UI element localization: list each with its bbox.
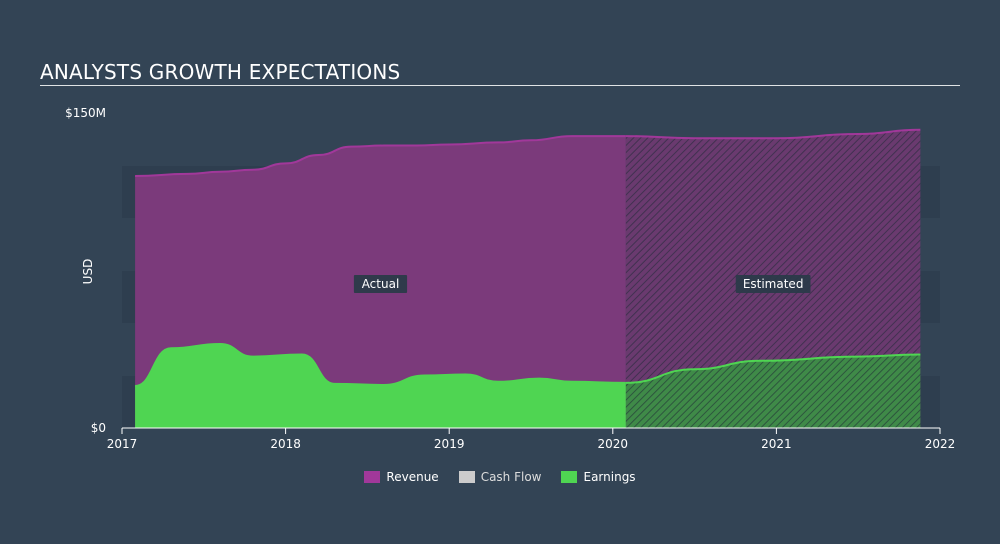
earnings-estimated-hatch [625, 354, 921, 428]
estimated-label-bg [735, 275, 811, 293]
x-tick-label-2019: 2019 [434, 437, 465, 451]
x-tick-label-2021: 2021 [761, 437, 792, 451]
x-tick-label-2017: 2017 [107, 437, 138, 451]
legend-label-cash-flow: Cash Flow [480, 470, 542, 484]
legend-item-earnings[interactable]: Earnings [561, 470, 636, 484]
x-tick-label-2022: 2022 [925, 437, 956, 451]
y-tick-label-max: $150M [65, 106, 106, 120]
chart-title: ANALYSTS GROWTH EXPECTATIONS [40, 60, 401, 84]
earnings-actual-area [135, 344, 626, 428]
title-divider [40, 85, 960, 86]
estimated-label-text: Estimated [743, 277, 804, 291]
earnings-actual-line [134, 342, 626, 387]
legend-item-revenue[interactable]: Revenue [364, 470, 439, 484]
earnings-estimated-line [625, 353, 921, 384]
actual-label: Actual [353, 275, 408, 293]
x-tick-label-2018: 2018 [270, 437, 301, 451]
chart-legend: Revenue Cash Flow Earnings [0, 470, 1000, 484]
actual-label-text: Actual [362, 277, 400, 291]
y-axis-label: USD [81, 259, 95, 285]
revenue-estimated-line [625, 128, 921, 140]
legend-item-cash-flow[interactable]: Cash Flow [458, 470, 542, 484]
y-tick-label-0: $0 [91, 421, 106, 435]
revenue-actual-line [135, 135, 626, 177]
actual-label-bg [353, 275, 408, 293]
legend-label-earnings: Earnings [583, 470, 636, 484]
legend-swatch-earnings [561, 471, 578, 483]
legend-swatch-cash-flow [458, 471, 475, 483]
estimated-label: Estimated [735, 275, 811, 293]
legend-swatch-revenue [364, 471, 381, 483]
x-tick-label-2020: 2020 [598, 437, 629, 451]
legend-label-revenue: Revenue [386, 470, 439, 484]
